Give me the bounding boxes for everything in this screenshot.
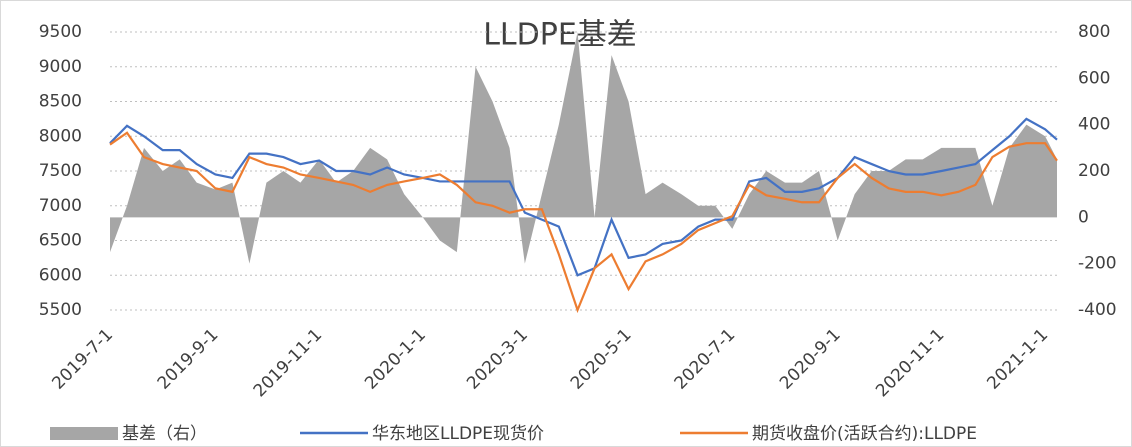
legend-label: 华东地区LLDPE现货价 bbox=[372, 424, 544, 444]
y2-tick-label: -200 bbox=[1078, 254, 1117, 274]
y-tick-label: 7000 bbox=[39, 196, 82, 216]
legend-swatch bbox=[50, 427, 118, 440]
y-tick-label: 7500 bbox=[39, 161, 82, 181]
price-line bbox=[109, 131, 1058, 314]
y-tick-label: 6500 bbox=[39, 231, 82, 251]
chart-title: LLDPE基差 bbox=[483, 18, 637, 53]
y-tick-label: 6000 bbox=[39, 265, 82, 285]
y2-tick-label: 200 bbox=[1078, 161, 1110, 181]
y-tick-label: 8000 bbox=[39, 126, 82, 146]
y-tick-label: 9500 bbox=[39, 22, 82, 42]
legend-label: 期货收盘价(活跃合约):LLDPE bbox=[752, 424, 977, 444]
y2-tick-label: -400 bbox=[1078, 300, 1117, 320]
legend-label: 基差（右） bbox=[122, 424, 207, 444]
y2-tick-label: 400 bbox=[1078, 115, 1110, 135]
y2-tick-label: 800 bbox=[1078, 22, 1110, 42]
y-tick-label: 8500 bbox=[39, 92, 82, 112]
price-line bbox=[109, 117, 1058, 277]
basis-area bbox=[110, 32, 1057, 264]
y-tick-label: 9000 bbox=[39, 57, 82, 77]
y2-tick-label: 600 bbox=[1078, 68, 1110, 88]
y2-tick-label: 0 bbox=[1078, 207, 1089, 227]
y-tick-label: 5500 bbox=[39, 300, 82, 320]
